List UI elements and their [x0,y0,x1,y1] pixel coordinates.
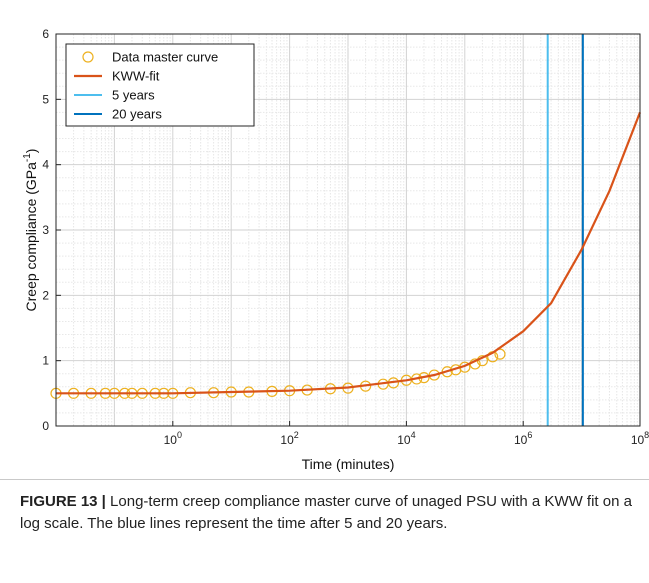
legend: Data master curve KWW-fit 5 years 20 years [65,43,255,127]
caption-text: Long-term creep compliance master curve … [20,493,632,532]
y-tick-label: 3 [42,223,49,237]
y-axis-label: Creep compliance (GPa-1) [22,149,39,312]
legend-label: 20 years [112,107,162,122]
y-tick-label: 4 [42,158,49,172]
x-tick-label: 104 [397,430,415,447]
legend-label: 5 years [112,88,155,103]
x-tick-label: 102 [280,430,298,447]
plot-series [50,34,642,426]
x-tick-label: 100 [164,430,182,447]
legend-marker [82,51,94,63]
data-point [494,348,506,360]
figure-caption: FIGURE 13 | Long-term creep compliance m… [20,491,638,535]
y-tick-label: 5 [42,92,49,106]
caption-label: FIGURE 13 | [20,493,106,510]
y-tick-label: 6 [42,27,49,41]
legend-label: KWW-fit [112,69,160,84]
y-tick-label: 1 [42,354,49,368]
y-tick-label: 0 [42,419,49,433]
x-axis-label: Time (minutes) [302,456,395,472]
x-tick-label: 108 [631,430,649,447]
legend-label: Data master curve [112,50,218,65]
caption-divider [0,479,649,480]
creep-compliance-chart: 100 102 104 106 108 0 1 2 3 4 5 6 Time (minutes) Cr… [22,27,649,472]
y-tick-label: 2 [42,288,49,302]
legend-box [65,43,255,127]
x-tick-label: 106 [514,430,532,447]
kww-fit-line [56,112,642,395]
axis-ticks: 100 102 104 106 108 0 1 2 3 4 5 6 [42,27,649,447]
